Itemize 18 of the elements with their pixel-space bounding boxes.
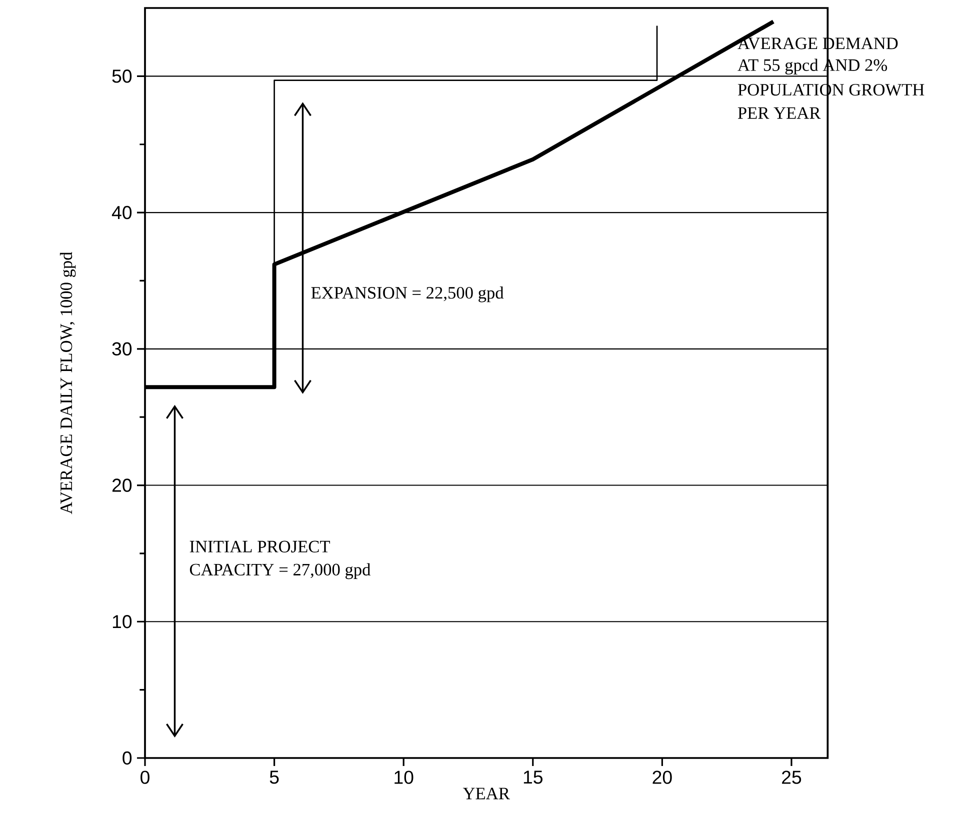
y-axis-title: AVERAGE DAILY FLOW, 1000 gpd (60, 252, 76, 514)
x-tick-label: 0 (140, 770, 150, 784)
x-tick-label: 10 (394, 770, 414, 784)
annotation: CAPACITY = 27,000 gpd (190, 563, 371, 580)
y-tick-label: 0 (122, 751, 132, 765)
y-tick-label: 40 (112, 206, 132, 220)
y-tick-label: 20 (112, 478, 132, 492)
y-tick-label: 50 (112, 70, 132, 83)
x-tick-label: 5 (270, 770, 279, 784)
y-tick-label: 10 (112, 615, 132, 628)
annotation: INITIAL PROJECT (190, 540, 330, 552)
annotation: EXPANSION = 22,500 gpd (311, 286, 504, 302)
x-tick-label: 15 (524, 770, 542, 784)
x-tick-label: 20 (652, 770, 672, 784)
x-axis-title: YEAR (462, 788, 510, 800)
annotation: PER YEAR (738, 107, 821, 119)
y-tick-label: 30 (112, 342, 132, 356)
x-tick-label: 25 (782, 770, 802, 784)
